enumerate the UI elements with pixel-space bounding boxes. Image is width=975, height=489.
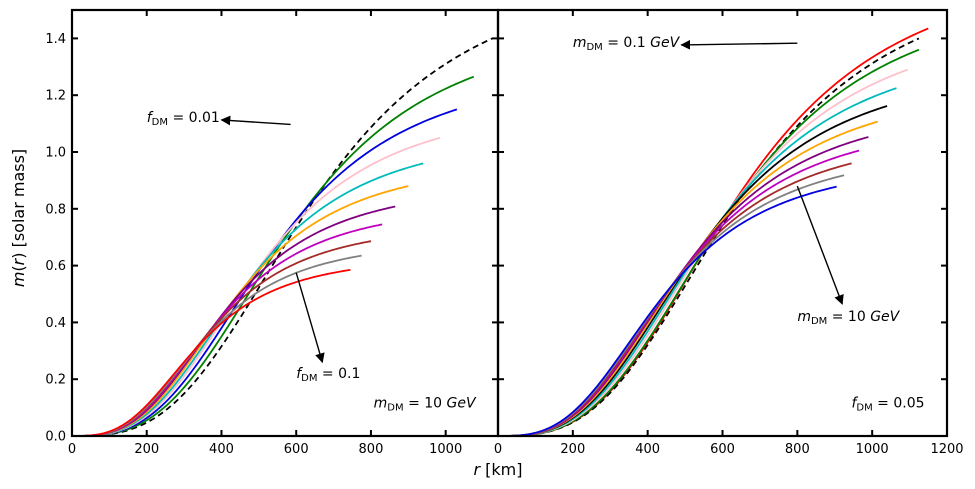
left-x-tick-label: 1000 — [429, 442, 462, 457]
left-curve-8 — [72, 240, 372, 437]
x-axis-label: r [km] — [474, 460, 523, 479]
left-x-tick-label: 600 — [284, 442, 309, 457]
left-axes-frame — [70, 8, 500, 438]
left-y-tick-label: 1.2 — [45, 89, 66, 104]
left-y-tick-label: 0.4 — [45, 316, 66, 331]
right-x-tick-label: 800 — [785, 442, 810, 457]
left-x-tick-label: 400 — [209, 442, 234, 457]
left-annotation-arrow-0 — [220, 115, 291, 126]
right-x-tick-label: 600 — [710, 442, 735, 457]
left-curve-7 — [72, 223, 383, 437]
left-x-tick-label: 0 — [68, 442, 76, 457]
left-curve-2 — [72, 108, 458, 437]
right-x-tick-label: 0 — [494, 442, 502, 457]
left-y-tick-label: 0.8 — [45, 202, 66, 217]
left-y-tick-label: 1.0 — [45, 146, 66, 161]
left-curve-10 — [72, 268, 351, 437]
right-x-tick-label: 1200 — [930, 442, 963, 457]
left-y-tick-label: 0.6 — [45, 259, 66, 274]
left-curve-5 — [72, 185, 409, 437]
right-panel: 0 200 400 600 800 1000 1200 mDM = 0.1 GeV mDM = … — [494, 8, 964, 457]
right-annotation-arrow-1 — [796, 185, 844, 305]
right-curve-5 — [498, 105, 888, 437]
right-annotation-0: mDM = 0.1 GeV — [573, 35, 681, 53]
right-annotation-1: mDM = 10 GeV — [797, 309, 900, 327]
left-y-tick-label: 0.0 — [45, 430, 66, 445]
right-x-tick-label: 200 — [560, 442, 585, 457]
left-x-tick-label: 800 — [359, 442, 384, 457]
right-annotation-2: fDM = 0.05 — [851, 396, 924, 414]
left-annotation-2: mDM = 10 GeV — [374, 396, 477, 414]
left-annotation-0: fDM = 0.01 — [147, 110, 220, 128]
y-axis-label: m(r) [solar mass] — [9, 149, 28, 287]
right-x-tick-label: 1000 — [856, 442, 889, 457]
right-annotation-arrow-0 — [680, 39, 798, 50]
left-annotation-arrow-1 — [295, 272, 325, 364]
right-curve-11 — [498, 185, 837, 437]
left-panel: 0 200 400 600 800 1000 0.0 0.2 0.4 0.6 0.8 1.0 1.2 1.… — [45, 8, 500, 457]
right-x-tick-label: 400 — [635, 442, 660, 457]
right-curve-6 — [498, 120, 879, 437]
left-y-tick-label: 0.2 — [45, 373, 66, 388]
left-curve-6 — [72, 205, 396, 437]
left-x-tick-label: 200 — [134, 442, 159, 457]
left-annotation-1: fDM = 0.1 — [296, 366, 360, 384]
left-y-tick-label: 1.4 — [45, 32, 66, 47]
left-curve-0 — [72, 37, 493, 437]
